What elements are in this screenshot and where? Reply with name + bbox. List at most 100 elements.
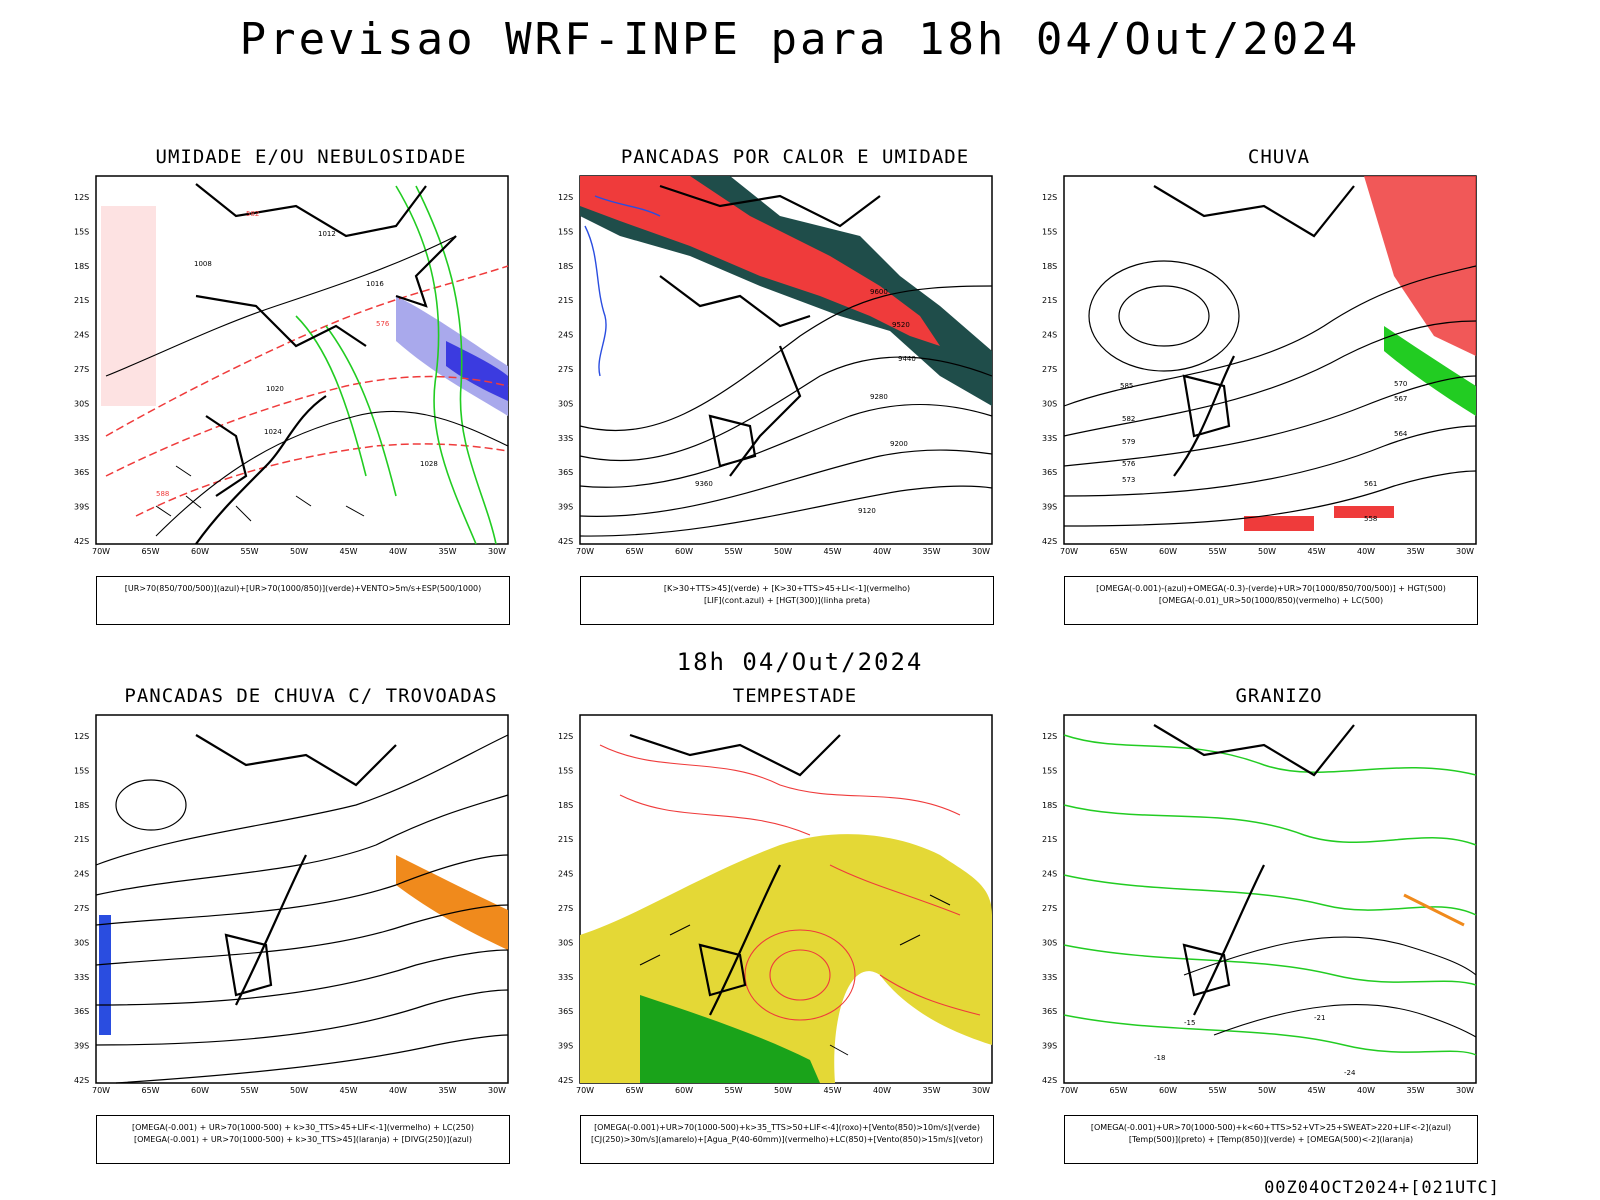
lat-label: 36S xyxy=(74,468,89,477)
svg-text:567: 567 xyxy=(1394,395,1407,403)
panel-chuva: CHUVA 585 582 579 576 573 570 567 xyxy=(1042,146,1564,646)
lon-label: 45W xyxy=(1308,547,1326,556)
lon-label: 60W xyxy=(675,1086,693,1095)
lat-label: 36S xyxy=(1042,1007,1057,1016)
lon-label: 35W xyxy=(923,1086,941,1095)
svg-text:9280: 9280 xyxy=(870,393,888,401)
lon-label: 70W xyxy=(1060,1086,1078,1095)
panel-umidade: UMIDADE E/OU NEBULOSIDADE xyxy=(74,146,596,646)
svg-text:1028: 1028 xyxy=(420,460,438,468)
panel-legend: [OMEGA(-0.001)+UR>70(1000-500)+k>35_TTS>… xyxy=(580,1115,994,1164)
panel-legend: [OMEGA(-0.001) + UR>70(1000-500) + k>30_… xyxy=(96,1115,510,1164)
lat-label: 12S xyxy=(558,732,573,741)
svg-text:579: 579 xyxy=(1122,438,1135,446)
panel-title: GRANIZO xyxy=(1235,685,1323,707)
lat-label: 42S xyxy=(1042,537,1057,546)
lat-label: 12S xyxy=(74,193,89,202)
main-title: Previsao WRF-INPE para 18h 04/Out/2024 xyxy=(239,14,1361,65)
lon-label: 40W xyxy=(873,547,891,556)
svg-text:576: 576 xyxy=(376,320,390,328)
lat-label: 39S xyxy=(1042,503,1057,512)
lon-label: 50W xyxy=(1258,1086,1276,1095)
lat-label: 18S xyxy=(558,262,573,271)
lon-label: 35W xyxy=(1407,547,1425,556)
lat-label: 27S xyxy=(558,365,573,374)
lat-label: 36S xyxy=(558,468,573,477)
lat-label: 36S xyxy=(1042,468,1057,477)
panel-pancadas-calor: PANCADAS POR CALOR E UMIDADE 9600 9520 9… xyxy=(558,146,1080,646)
lon-label: 70W xyxy=(92,1086,110,1095)
lat-label: 27S xyxy=(1042,904,1057,913)
lat-label: 21S xyxy=(74,835,89,844)
map-chuva: 585 582 579 576 573 570 567 564 561 558 … xyxy=(1042,175,1477,556)
map-pancadas-calor: 9600 9520 9440 9360 9280 9200 9120 12S 15… xyxy=(558,175,993,556)
wind-green xyxy=(640,995,820,1083)
svg-text:-15: -15 xyxy=(1184,1019,1195,1027)
wind-vectors xyxy=(639,894,951,1056)
svg-text:582: 582 xyxy=(246,210,259,218)
thunder-orange xyxy=(396,855,508,950)
svg-text:561: 561 xyxy=(1364,480,1377,488)
svg-text:1024: 1024 xyxy=(264,428,282,436)
lon-label: 30W xyxy=(1456,547,1474,556)
lon-label: 45W xyxy=(340,547,358,556)
lat-label: 39S xyxy=(558,503,573,512)
streamlines xyxy=(1063,260,1477,527)
lat-label: 24S xyxy=(1042,331,1057,340)
lat-label: 30S xyxy=(74,399,89,408)
lon-label: 65W xyxy=(1110,547,1128,556)
green-contours xyxy=(295,185,497,545)
lat-label: 30S xyxy=(558,399,573,408)
lat-label: 36S xyxy=(558,1007,573,1016)
svg-text:-18: -18 xyxy=(1154,1054,1165,1062)
water-contours xyxy=(599,744,981,1021)
svg-text:-21: -21 xyxy=(1314,1014,1325,1022)
panel-granizo: GRANIZO -18 -15 -21 -24 12S 15S 18S 21S 24S 2… xyxy=(1042,685,1564,1185)
svg-text:9520: 9520 xyxy=(892,321,910,329)
map-umidade: 1012 1008 1016 1020 1024 1028 576 582 58… xyxy=(74,175,509,556)
lon-label: 50W xyxy=(774,1086,792,1095)
lat-label: 12S xyxy=(558,193,573,202)
lat-label: 24S xyxy=(1042,870,1057,879)
lat-label: 18S xyxy=(1042,262,1057,271)
svg-text:570: 570 xyxy=(1394,380,1407,388)
svg-text:582: 582 xyxy=(1122,415,1135,423)
panel-title: PANCADAS POR CALOR E UMIDADE xyxy=(620,146,970,168)
panel-legend: [UR>70(850/700/500)](azul)+[UR>70(1000/8… xyxy=(96,576,510,625)
svg-text:9360: 9360 xyxy=(695,480,713,488)
country-borders xyxy=(1153,724,1355,1016)
lon-label: 60W xyxy=(1159,547,1177,556)
lat-label: 24S xyxy=(74,331,89,340)
panel-legend: [K>30+TTS>45](verde) + [K>30+TTS>45+LI<-… xyxy=(580,576,994,625)
lon-label: 65W xyxy=(142,1086,160,1095)
lat-label: 15S xyxy=(1042,766,1057,775)
lat-label: 39S xyxy=(1042,1042,1057,1051)
streamlines xyxy=(95,734,509,1084)
lon-label: 55W xyxy=(1209,1086,1227,1095)
lat-label: 42S xyxy=(74,537,89,546)
lat-label: 15S xyxy=(74,766,89,775)
rain-green xyxy=(1384,326,1476,416)
lat-label: 21S xyxy=(558,835,573,844)
lon-label: 35W xyxy=(439,1086,457,1095)
lif-contours xyxy=(584,195,661,377)
lon-label: 60W xyxy=(191,547,209,556)
lat-label: 33S xyxy=(74,973,89,982)
lon-label: 45W xyxy=(340,1086,358,1095)
lon-label: 40W xyxy=(389,547,407,556)
lon-label: 65W xyxy=(626,1086,644,1095)
lon-label: 55W xyxy=(725,547,743,556)
lon-label: 55W xyxy=(725,1086,743,1095)
lon-label: 30W xyxy=(488,547,506,556)
lon-label: 50W xyxy=(290,1086,308,1095)
lat-label: 21S xyxy=(558,296,573,305)
svg-text:585: 585 xyxy=(1120,382,1133,390)
mid-title: 18h 04/Out/2024 xyxy=(676,648,924,676)
svg-text:564: 564 xyxy=(1394,430,1408,438)
lon-label: 60W xyxy=(1159,1086,1177,1095)
svg-text:9120: 9120 xyxy=(858,507,876,515)
lon-label: 70W xyxy=(576,547,594,556)
svg-text:9440: 9440 xyxy=(898,355,916,363)
lat-label: 18S xyxy=(1042,801,1057,810)
rain-red xyxy=(1244,176,1476,531)
